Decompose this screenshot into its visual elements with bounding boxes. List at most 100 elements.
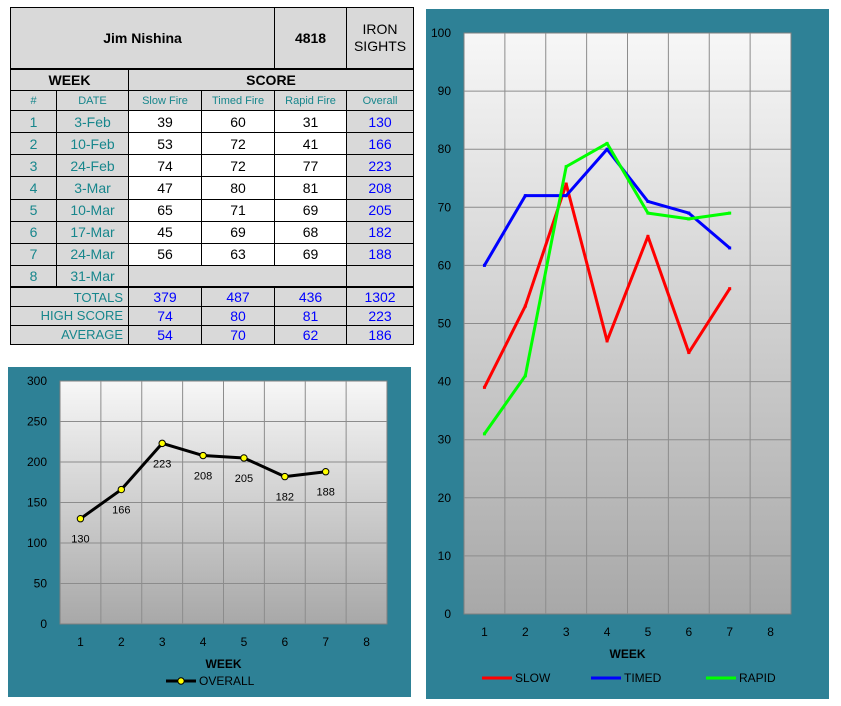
x-tick-label: 8 bbox=[363, 635, 370, 649]
y-tick-label: 200 bbox=[27, 455, 47, 469]
x-axis-label: WEEK bbox=[206, 657, 242, 671]
row-number: 6 bbox=[10, 220, 57, 244]
y-tick-label: 30 bbox=[438, 433, 452, 447]
row-date: 10-Feb bbox=[56, 132, 129, 156]
row-timed-fire: 63 bbox=[200, 242, 276, 266]
x-tick-label: 3 bbox=[159, 635, 166, 649]
data-point-overall bbox=[240, 454, 248, 462]
fire-chart: 0 10 20 30 40 50 60 70 80 90 100 1 2 3 4 5 6 7 8 WEEK SLOW TI… bbox=[431, 26, 792, 685]
x-tick-label: 2 bbox=[118, 635, 125, 649]
column-header-date: DATE bbox=[56, 90, 129, 112]
data-point-rapid bbox=[564, 165, 568, 169]
legend-marker bbox=[719, 676, 723, 680]
row-number: 5 bbox=[10, 198, 57, 222]
row-rapid-fire: 77 bbox=[274, 154, 348, 178]
row-overall: 223 bbox=[346, 154, 415, 178]
x-tick-label: 6 bbox=[281, 635, 288, 649]
data-point-timed bbox=[646, 199, 650, 203]
column-header-overall: Overall bbox=[346, 90, 415, 112]
x-tick-label: 5 bbox=[645, 625, 652, 639]
data-point-slow bbox=[605, 339, 609, 343]
y-tick-label: 80 bbox=[438, 142, 452, 156]
data-point-slow bbox=[646, 234, 650, 238]
data-point-overall bbox=[321, 468, 330, 476]
score-table: Jim Nishina 4818 IRON SIGHTS WEEK SCORE … bbox=[9, 6, 415, 346]
high-rapid-fire: 81 bbox=[274, 305, 348, 326]
table-row: 7 24-Mar 56 63 69 188 bbox=[10, 242, 415, 266]
data-label: 130 bbox=[71, 534, 89, 546]
shooter-id: 4818 bbox=[274, 6, 348, 70]
y-tick-label: 150 bbox=[27, 496, 47, 510]
column-header-timed: Timed Fire bbox=[200, 90, 276, 112]
y-tick-label: 300 bbox=[27, 374, 47, 388]
legend-label-timed: TIMED bbox=[624, 671, 662, 685]
shooter-name: Jim Nishina bbox=[9, 6, 276, 70]
table-row: 1 3-Feb 39 60 31 130 bbox=[10, 110, 415, 134]
x-tick-label: 2 bbox=[522, 625, 529, 639]
column-header-row: # DATE Slow Fire Timed Fire Rapid Fire Overal… bbox=[10, 90, 415, 112]
data-point-timed bbox=[482, 263, 486, 267]
row-rapid-fire: 41 bbox=[274, 132, 348, 156]
row-date: 3-Feb bbox=[56, 110, 129, 134]
row-timed-fire: 69 bbox=[200, 220, 276, 244]
y-tick-label: 10 bbox=[438, 549, 452, 563]
row-rapid-fire: 81 bbox=[274, 176, 348, 200]
data-point-overall bbox=[117, 485, 126, 494]
high-slow-fire: 74 bbox=[128, 305, 202, 326]
row-overall bbox=[346, 264, 415, 289]
data-label: 182 bbox=[276, 492, 294, 504]
sights-line-2: SIGHTS bbox=[353, 37, 407, 54]
totals-label: TOTALS bbox=[10, 286, 129, 307]
x-tick-label: 3 bbox=[563, 625, 570, 639]
data-point-overall bbox=[281, 472, 289, 481]
high-label: HIGH SCORE bbox=[10, 305, 129, 326]
fire-chart-panel: 0 10 20 30 40 50 60 70 80 90 100 1 2 3 4 5 6 7 8 WEEK SLOW TI… bbox=[426, 9, 829, 699]
row-date: 24-Mar bbox=[56, 242, 129, 266]
column-header-slow: Slow Fire bbox=[128, 90, 202, 112]
data-point-rapid bbox=[605, 141, 609, 145]
x-tick-label: 5 bbox=[241, 635, 248, 649]
data-point-timed bbox=[728, 246, 732, 250]
y-tick-label: 60 bbox=[438, 258, 452, 272]
x-tick-label: 8 bbox=[767, 625, 774, 639]
average-overall: 186 bbox=[346, 324, 415, 346]
y-tick-label: 40 bbox=[438, 375, 452, 389]
row-number: 8 bbox=[10, 264, 57, 289]
row-slow-fire: 65 bbox=[128, 198, 202, 222]
data-point-slow bbox=[687, 351, 691, 355]
average-slow-fire: 54 bbox=[128, 324, 202, 346]
legend-marker bbox=[495, 676, 499, 680]
row-timed-fire: 72 bbox=[200, 154, 276, 178]
row-overall: 188 bbox=[346, 242, 415, 266]
totals-timed-fire: 487 bbox=[200, 286, 276, 307]
column-header-num: # bbox=[10, 90, 57, 112]
table-row: 5 10-Mar 65 71 69 205 bbox=[10, 198, 415, 222]
row-number: 2 bbox=[10, 132, 57, 156]
totals-slow-fire: 379 bbox=[128, 286, 202, 307]
x-tick-label: 7 bbox=[726, 625, 733, 639]
data-label: 166 bbox=[112, 505, 130, 517]
y-tick-label: 0 bbox=[40, 617, 47, 631]
table-row: 4 3-Mar 47 80 81 208 bbox=[10, 176, 415, 200]
data-label: 205 bbox=[235, 473, 253, 485]
row-slow-fire: 45 bbox=[128, 220, 202, 244]
row-rapid-fire: 69 bbox=[274, 242, 348, 266]
legend-marker bbox=[604, 676, 608, 680]
data-point-timed bbox=[564, 194, 568, 198]
row-timed-fire: 60 bbox=[200, 110, 276, 134]
data-point-slow bbox=[564, 182, 568, 186]
x-tick-label: 1 bbox=[77, 635, 84, 649]
table-row: 2 10-Feb 53 72 41 166 bbox=[10, 132, 415, 156]
row-date: 24-Feb bbox=[56, 154, 129, 178]
average-timed-fire: 70 bbox=[200, 324, 276, 346]
row-date: 17-Mar bbox=[56, 220, 129, 244]
x-tick-label: 4 bbox=[604, 625, 611, 639]
overall-chart-panel: 0 50 100 150 200 250 300 1 2 3 4 5 6 7 8 WEEK 130 166 223 2… bbox=[8, 367, 411, 697]
y-tick-label: 0 bbox=[444, 607, 451, 621]
row-rapid-fire: 31 bbox=[274, 110, 348, 134]
row-number: 1 bbox=[10, 110, 57, 134]
totals-overall: 1302 bbox=[346, 286, 415, 307]
data-point-overall bbox=[158, 439, 166, 448]
average-rapid-fire: 62 bbox=[274, 324, 348, 346]
y-tick-label: 100 bbox=[27, 536, 47, 550]
